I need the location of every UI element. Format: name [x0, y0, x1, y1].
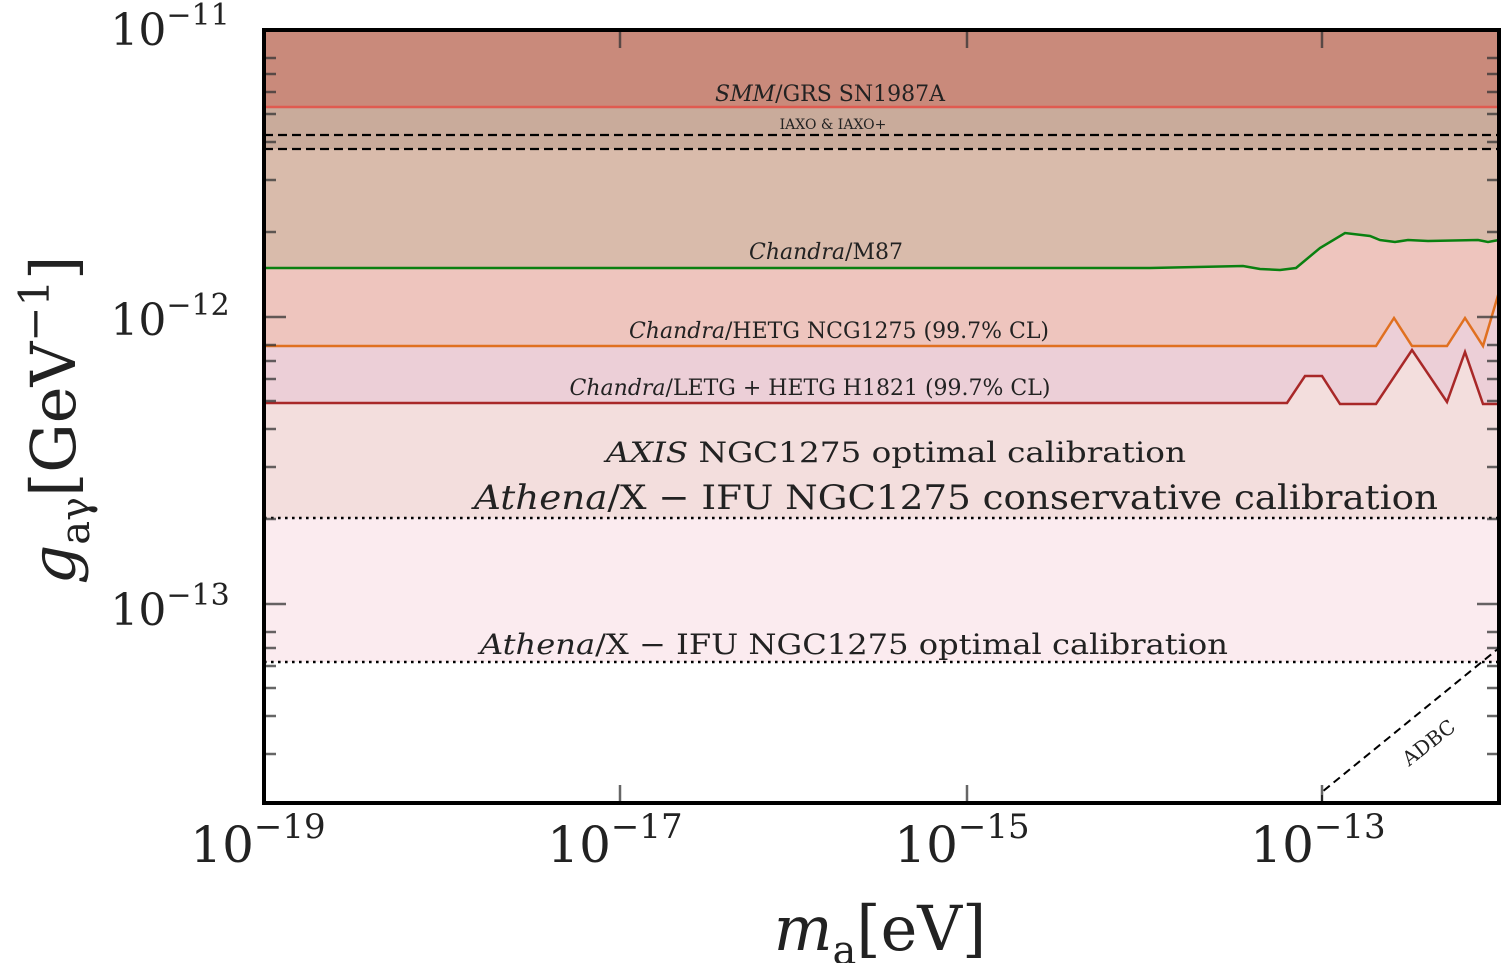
- label-axis: AXIS NGC1275 optimal calibration: [603, 436, 1186, 469]
- x-tick-1e-17: 10−17: [547, 807, 682, 874]
- band-m87: [264, 149, 1499, 270]
- x-axis-title: ma[eV]: [774, 892, 987, 963]
- band-axis: [264, 350, 1499, 518]
- band-h1821: [264, 292, 1499, 404]
- x-tick-labels: 10−19 10−17 10−15 10−13: [190, 807, 1385, 874]
- band-iaxo: [264, 107, 1499, 149]
- label-iaxo: IAXO & IAXO+: [780, 117, 887, 133]
- y-axis-title: gaγ[GeV−1]: [10, 256, 99, 585]
- band-smm: [264, 30, 1499, 107]
- band-athena: [264, 518, 1499, 662]
- label-smm: SMM/GRS SN1987A: [715, 82, 946, 107]
- label-hetg: Chandra/HETG NCG1275 (99.7% CL): [629, 319, 1049, 344]
- label-athena-optimal: Athena/X − IFU NGC1275 optimal calibrati…: [477, 628, 1228, 661]
- plot-frame: [262, 28, 1501, 805]
- exclusion-bands: [264, 30, 1499, 662]
- constraint-lines: [264, 105, 1501, 803]
- label-h1821: Chandra/LETG + HETG H1821 (99.7% CL): [570, 376, 1051, 401]
- adbc-line: [1321, 647, 1500, 803]
- h1821-line: [264, 347, 1499, 406]
- x-tick-1e-15: 10−15: [894, 807, 1029, 874]
- m87-line: [264, 231, 1500, 272]
- y-tick-labels: 10−11 10−12 10−13: [110, 0, 229, 636]
- label-m87: Chandra/M87: [749, 240, 903, 265]
- y-tick-1e-11: 10−11: [110, 0, 229, 56]
- label-athena-conservative: Athena/X − IFU NGC1275 conservative cali…: [471, 478, 1438, 518]
- x-tick-1e-13: 10−13: [1250, 807, 1385, 874]
- y-tick-1e-12: 10−12: [110, 288, 229, 346]
- x-tick-1e-19: 10−19: [190, 807, 325, 874]
- band-hetg: [264, 233, 1499, 346]
- x-ticks: [618, 30, 1324, 803]
- hetg-line: [264, 291, 1501, 349]
- y-tick-1e-13: 10−13: [110, 578, 229, 636]
